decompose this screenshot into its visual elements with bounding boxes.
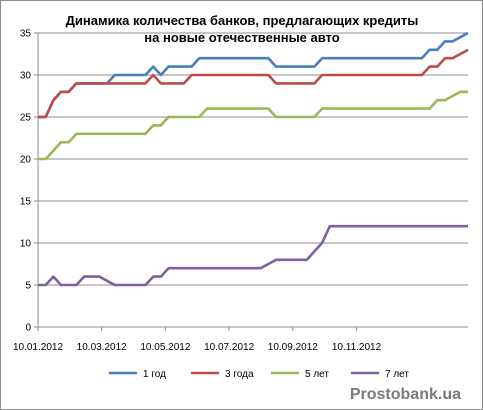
y-tick-label: 20	[20, 155, 32, 166]
y-tick-label: 35	[20, 29, 32, 40]
series-lines	[38, 31, 469, 287]
x-tick-label: 10.03.2012	[77, 342, 127, 353]
legend: 1 год 3 года 5 лет 7 лет	[109, 369, 409, 380]
series-line-3	[38, 90, 468, 161]
x-tick-label: 10.11.2012	[332, 342, 382, 353]
chart-title: Динамика количества банков, предлагающих…	[66, 13, 419, 45]
legend-label: 3 года	[225, 369, 254, 380]
series-line-1	[38, 31, 469, 119]
watermark: Prostobank.ua	[350, 386, 461, 403]
chart-title-line-1: Динамика количества банков, предлагающих…	[66, 13, 419, 28]
y-tick-label: 30	[20, 71, 32, 82]
axes: 0 5 10 15 20 25 30 35 10.01.2012 10.03.2012 10.05.…	[13, 29, 468, 353]
chart-title-line-2: на новые отечественные авто	[144, 30, 339, 45]
y-tick-label: 25	[20, 113, 32, 124]
y-tick-label: 10	[20, 239, 32, 250]
y-tick-label: 0	[25, 323, 31, 334]
y-tick-label: 5	[25, 281, 31, 292]
x-tick-label: 10.09.2012	[268, 342, 318, 353]
legend-label: 1 год	[143, 369, 166, 380]
x-tick-label: 10.01.2012	[13, 342, 63, 353]
legend-label: 5 лет	[305, 369, 329, 380]
series-line-2	[38, 48, 469, 119]
x-tick-label: 10.07.2012	[204, 342, 254, 353]
series-line-4	[38, 224, 468, 287]
y-tick-label: 15	[20, 197, 32, 208]
x-tick-label: 10.05.2012	[140, 342, 190, 353]
legend-label: 7 лет	[385, 369, 409, 380]
gridlines	[38, 32, 468, 286]
